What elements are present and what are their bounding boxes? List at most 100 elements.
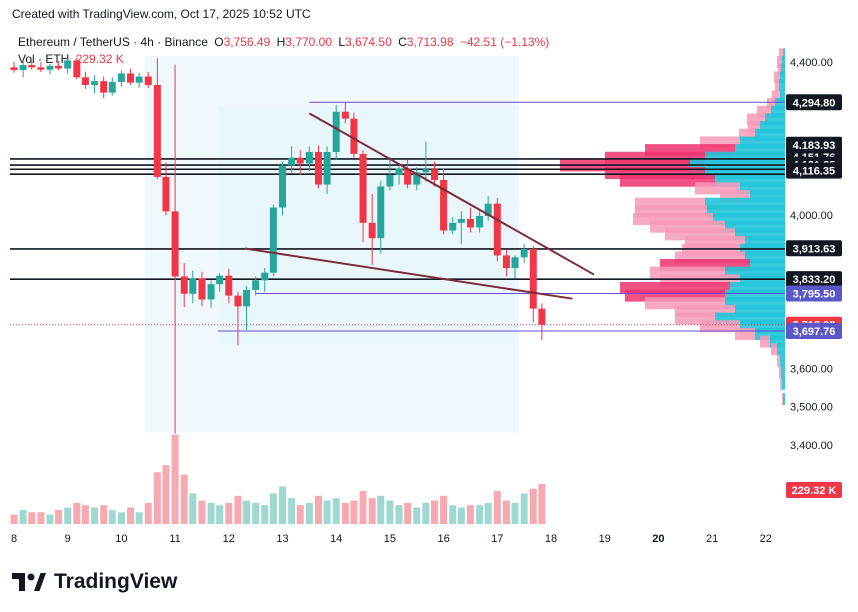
candle-body [225,275,233,296]
candle-body [19,65,27,71]
volume-bar [108,509,116,524]
candle-body [64,60,72,69]
x-tick-label: 13 [276,533,288,545]
volume-bar [502,500,510,524]
candle-body [279,165,286,208]
volume-bar [520,493,528,524]
candle-body [180,276,188,294]
candle-body [332,111,340,153]
volume-legend: Vol · ETH 229.32 K [18,52,124,66]
candle-body [198,278,206,300]
profile-bar-down [782,393,783,406]
volume-bar [538,484,546,524]
volume-bar [180,474,188,524]
candle-body [73,60,81,78]
x-tick-label: 15 [384,533,396,545]
volume-bar [359,491,367,524]
price-label-badge [786,285,842,302]
profile-bar-down [760,335,770,348]
close-value: 3,713.98 [406,35,454,49]
profile-bar-down [700,320,740,333]
price-label-badge [786,271,842,288]
volume-bar [153,472,161,524]
price-label-text: 4,116.35 [793,166,835,178]
candle-body [100,81,108,93]
candle-body [81,77,89,85]
candle-body [117,73,125,82]
price-label-badge [786,322,842,339]
volume-bar [171,434,179,524]
volume-value: 229.32 K [75,52,124,66]
volume-bar [55,509,63,524]
volume-bar [279,486,286,524]
x-tick-label: 18 [545,533,557,545]
x-tick-label: 20 [652,533,664,545]
volume-bar [288,498,296,524]
profile-bar-up [780,71,785,84]
volume-bar [127,507,135,524]
candle-body [234,295,242,307]
candle-body [341,111,349,119]
candle-body [413,172,421,185]
price-label-badge [786,240,842,257]
candle-body [449,222,457,231]
y-tick-label: 4,000.00 [790,210,833,222]
profile-bar-down [771,343,777,356]
volume-bar [91,507,99,524]
price-label-text: 3,697.76 [793,326,836,338]
profile-bar-down [779,48,783,61]
candle-body [243,289,251,307]
profile-bar-up [782,377,785,390]
open-label: O [214,35,224,49]
candle-body [511,257,519,269]
volume-label[interactable]: Vol · ETH [18,52,70,66]
profile-bar-down [780,377,782,390]
price-label-text: 3,795.50 [793,289,836,301]
volume-bar [296,505,304,524]
price-label-badge [786,94,842,111]
profile-bar-down [779,366,781,379]
candle-body [520,248,528,258]
volume-bar [457,507,465,524]
candle-body [305,152,313,164]
volume-bar [350,500,358,524]
y-tick-label: 3,400.00 [790,440,833,452]
x-tick-label: 8 [11,533,17,545]
volume-bar [269,493,277,524]
profile-bar-up [779,78,785,91]
profile-bar-up [780,354,785,367]
candle-body [466,219,474,228]
tradingview-logo[interactable]: TradingView [12,570,177,594]
candle-body [10,67,18,71]
candle-body [252,280,260,290]
x-tick-label: 11 [169,533,180,545]
candle-body [28,65,36,68]
y-tick-label: 3,600.00 [790,363,833,375]
profile-bar-up [781,63,785,76]
candle-body [314,152,322,185]
x-tick-label: 17 [491,533,503,545]
profile-bar-down [777,354,780,367]
symbol-name[interactable]: Ethereum / TetherUS · 4h · Binance [18,35,208,49]
candle-body [91,81,99,85]
profile-bar-up [781,366,785,379]
price-label-text: 3,833.20 [793,274,836,286]
high-value: 3,770.00 [285,35,333,49]
x-tick-label: 19 [599,533,611,545]
volume-bar [189,493,197,524]
volume-bar [323,500,331,524]
trendline [244,247,573,300]
candle-body [37,67,45,70]
volume-bar [19,509,27,524]
profile-bar-down [778,63,781,76]
profile-bar-down [767,98,775,111]
candle-body [359,153,367,223]
volume-label-badge [786,482,842,498]
candle-body [296,157,304,164]
candle-body [46,65,54,70]
price-label-text: 4,183.93 [793,140,836,152]
x-tick-label: 12 [223,533,235,545]
volume-bar [449,505,457,524]
volume-bar [73,502,81,524]
